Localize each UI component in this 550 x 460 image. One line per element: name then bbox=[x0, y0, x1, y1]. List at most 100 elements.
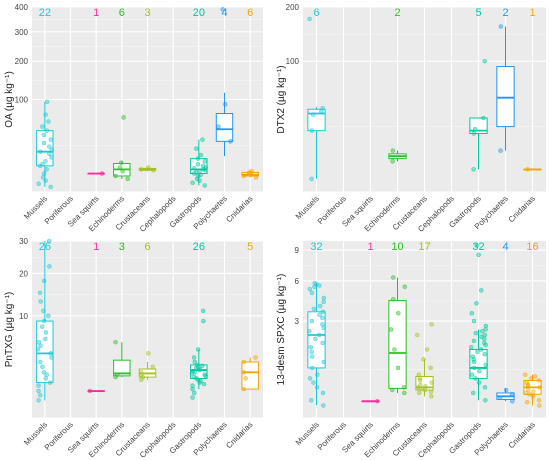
box-echinoderms bbox=[388, 150, 407, 162]
data-point bbox=[48, 351, 53, 356]
box-polychaetes bbox=[496, 26, 515, 151]
data-point bbox=[201, 318, 206, 324]
data-point bbox=[150, 364, 156, 370]
sample-count: 5 bbox=[475, 7, 481, 19]
data-point bbox=[471, 318, 477, 324]
data-point bbox=[309, 176, 314, 182]
data-point bbox=[321, 403, 326, 408]
data-point bbox=[36, 388, 41, 394]
x-tick-label: Cnidarias bbox=[507, 420, 537, 450]
data-point bbox=[482, 58, 487, 64]
data-point bbox=[192, 166, 197, 171]
y-tick-label: 100 bbox=[286, 57, 300, 66]
data-point bbox=[38, 359, 43, 365]
data-point bbox=[483, 327, 488, 332]
data-point bbox=[38, 299, 44, 304]
data-point bbox=[423, 384, 428, 389]
data-point bbox=[476, 252, 481, 258]
sample-count: 10 bbox=[391, 241, 403, 253]
data-point bbox=[421, 357, 426, 362]
data-point bbox=[482, 340, 487, 346]
data-point bbox=[537, 385, 543, 390]
sample-count: 3 bbox=[119, 241, 125, 253]
sample-count: 4 bbox=[221, 7, 227, 19]
data-point bbox=[46, 119, 51, 124]
data-point bbox=[472, 127, 478, 132]
y-tick-label: 100 bbox=[15, 96, 29, 105]
sample-count: 1 bbox=[93, 7, 99, 19]
data-point bbox=[44, 167, 49, 172]
data-point bbox=[537, 403, 542, 408]
data-point bbox=[36, 398, 41, 403]
data-point bbox=[415, 332, 420, 338]
data-point bbox=[99, 171, 105, 176]
data-point bbox=[473, 376, 478, 381]
data-point bbox=[317, 283, 322, 288]
data-point bbox=[41, 140, 47, 146]
data-point bbox=[313, 336, 318, 342]
data-point bbox=[192, 374, 197, 380]
data-point bbox=[195, 362, 200, 368]
data-point bbox=[402, 390, 407, 396]
data-point bbox=[43, 376, 49, 381]
data-point bbox=[320, 322, 325, 327]
data-point bbox=[198, 152, 204, 158]
x-tick-label: Cnidarias bbox=[224, 420, 254, 450]
sample-count: 2 bbox=[502, 7, 508, 19]
data-point bbox=[307, 286, 313, 292]
box-cnidarias bbox=[241, 357, 259, 390]
data-point bbox=[429, 322, 434, 327]
sample-count: 4 bbox=[502, 241, 508, 253]
data-point bbox=[241, 370, 247, 375]
sample-count: 16 bbox=[526, 241, 538, 253]
data-point bbox=[43, 330, 49, 335]
data-point bbox=[429, 394, 434, 399]
data-point bbox=[471, 167, 476, 172]
data-point bbox=[311, 380, 316, 385]
sample-count: 6 bbox=[119, 7, 125, 19]
data-point bbox=[471, 357, 476, 362]
y-tick-label: 20 bbox=[19, 269, 28, 278]
y-tick-label: 30 bbox=[19, 237, 28, 246]
sample-count: 2 bbox=[394, 7, 400, 19]
data-point bbox=[473, 330, 479, 336]
data-point bbox=[395, 365, 401, 371]
data-point bbox=[482, 332, 488, 338]
data-point bbox=[49, 147, 54, 152]
data-point bbox=[317, 303, 323, 309]
data-point bbox=[401, 385, 407, 390]
data-point bbox=[247, 170, 252, 175]
data-point bbox=[38, 343, 43, 348]
data-point bbox=[114, 372, 120, 377]
data-point bbox=[388, 327, 394, 332]
data-point bbox=[37, 290, 43, 296]
data-point bbox=[41, 318, 47, 324]
y-tick-label: 3 bbox=[295, 317, 300, 326]
data-point bbox=[307, 16, 312, 22]
data-point bbox=[190, 368, 196, 374]
data-point bbox=[396, 311, 401, 316]
box-body bbox=[388, 300, 407, 389]
data-point bbox=[228, 139, 233, 144]
sample-count: 32 bbox=[310, 241, 322, 253]
y-tick-label: 10 bbox=[19, 312, 28, 321]
data-point bbox=[202, 183, 207, 188]
data-point bbox=[309, 128, 315, 133]
data-point bbox=[151, 168, 156, 173]
data-point bbox=[320, 390, 326, 396]
data-point bbox=[197, 169, 202, 174]
data-point bbox=[310, 365, 315, 371]
box-gastropods bbox=[469, 117, 488, 170]
data-point bbox=[194, 146, 199, 151]
data-point bbox=[43, 336, 48, 342]
x-tick-label: Cnidarias bbox=[507, 194, 537, 224]
data-point bbox=[417, 376, 422, 381]
y-tick-label: 200 bbox=[286, 3, 300, 12]
y-axis-label: 13-desm SPXC (µg kg⁻¹) bbox=[276, 274, 287, 386]
data-point bbox=[310, 112, 316, 117]
data-point bbox=[113, 374, 118, 380]
data-point bbox=[38, 149, 43, 154]
data-point bbox=[418, 382, 423, 388]
sample-count: 26 bbox=[193, 241, 205, 253]
data-point bbox=[195, 347, 201, 352]
